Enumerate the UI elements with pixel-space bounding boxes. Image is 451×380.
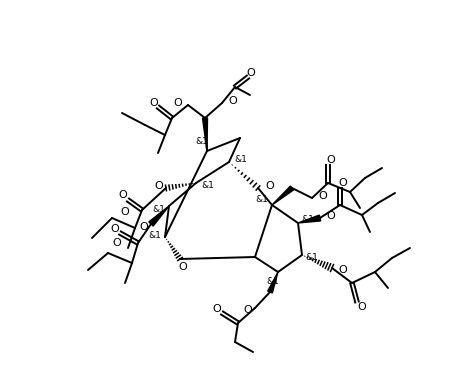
Text: O: O <box>140 222 148 232</box>
Text: O: O <box>339 178 347 188</box>
Text: O: O <box>113 238 121 248</box>
Text: O: O <box>155 181 163 191</box>
Text: O: O <box>179 262 187 272</box>
Text: &1: &1 <box>306 253 318 263</box>
Polygon shape <box>149 206 169 226</box>
Text: &1: &1 <box>202 180 214 190</box>
Text: &1: &1 <box>235 155 248 163</box>
Text: O: O <box>265 181 274 191</box>
Text: O: O <box>358 302 366 312</box>
Text: &1: &1 <box>302 214 314 223</box>
Polygon shape <box>272 186 294 205</box>
Text: O: O <box>338 265 347 275</box>
Text: &1: &1 <box>256 195 268 204</box>
Text: O: O <box>173 98 182 108</box>
Text: O: O <box>327 155 336 165</box>
Text: O: O <box>150 98 158 108</box>
Text: O: O <box>326 211 335 221</box>
Text: O: O <box>120 207 129 217</box>
Text: &1: &1 <box>152 204 166 214</box>
Text: &1: &1 <box>196 136 208 146</box>
Text: O: O <box>318 191 327 201</box>
Text: &1: &1 <box>267 277 280 287</box>
Polygon shape <box>268 272 278 293</box>
Polygon shape <box>202 118 207 151</box>
Text: O: O <box>244 305 253 315</box>
Polygon shape <box>298 215 321 223</box>
Text: O: O <box>110 224 120 234</box>
Text: O: O <box>247 68 255 78</box>
Text: &1: &1 <box>148 231 161 239</box>
Text: O: O <box>228 96 237 106</box>
Text: O: O <box>119 190 127 200</box>
Text: O: O <box>212 304 221 314</box>
